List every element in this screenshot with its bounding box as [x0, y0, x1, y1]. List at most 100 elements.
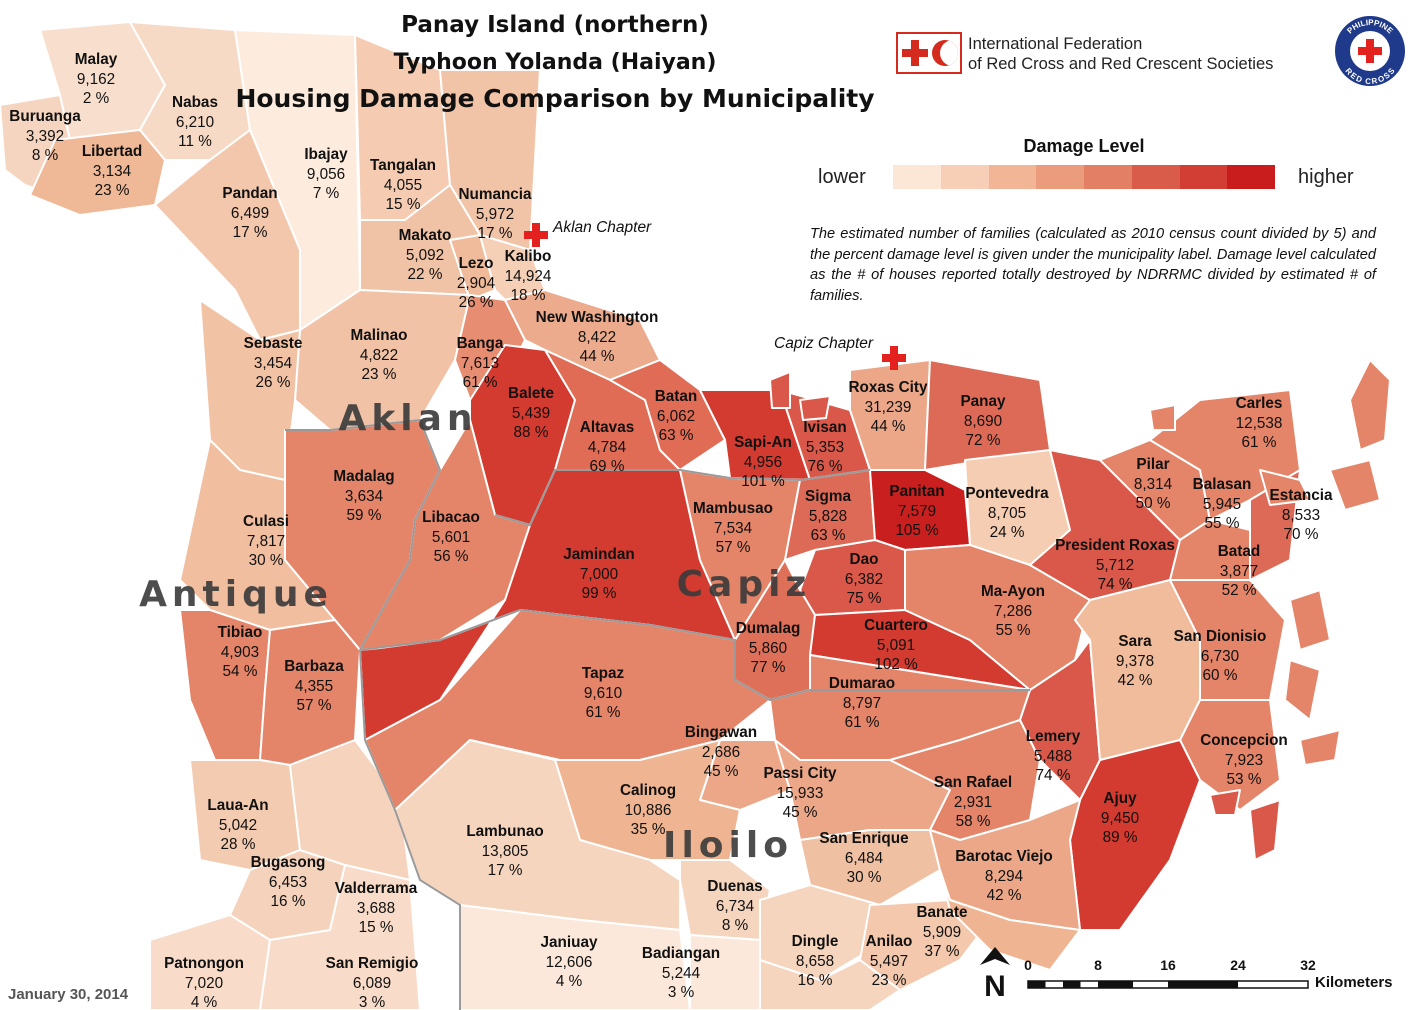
- scale-unit: Kilometers: [1315, 974, 1393, 991]
- municipality-families: 6,089: [352, 974, 392, 992]
- municipality-families: 3,634: [344, 487, 384, 505]
- municipality-damage-pct: 22 %: [407, 266, 443, 283]
- municipality-label-libertad: Libertad 3,134 23 %: [82, 142, 142, 201]
- municipality-families: 5,488: [1033, 747, 1073, 765]
- municipality-damage-pct: 2 %: [82, 90, 110, 107]
- municipality-families: 6,210: [175, 113, 215, 131]
- red-crescent-icon: [932, 40, 958, 66]
- municipality-label-pandan: Pandan 6,499 17 %: [222, 184, 277, 243]
- municipality-label-duenas: Duenas 6,734 8 %: [707, 877, 762, 936]
- municipality-damage-pct: 70 %: [1283, 526, 1319, 543]
- municipality-families: 3,877: [1219, 562, 1259, 580]
- municipality-families: 5,828: [808, 507, 848, 525]
- municipality-damage-pct: 18 %: [510, 287, 546, 304]
- municipality-name: Sapi-An: [734, 434, 792, 451]
- municipality-label-culasi: Culasi 7,817 30 %: [243, 512, 289, 571]
- municipality-name: Madalag: [333, 468, 395, 485]
- municipality-name: Libacao: [422, 509, 480, 526]
- legend-swatch-5: [1084, 165, 1132, 189]
- boundary-aklan-capiz: [494, 469, 871, 527]
- title-line-3: Housing Damage Comparison by Municipalit…: [235, 84, 875, 113]
- island-1: [1349, 359, 1391, 451]
- municipality-damage-pct: 56 %: [433, 548, 469, 565]
- municipality-families: 2,904: [456, 274, 496, 292]
- municipality-families: 10,886: [624, 801, 672, 819]
- legend-color-ramp: [893, 165, 1275, 189]
- municipality-name: Laua-An: [207, 797, 269, 814]
- municipality-name: Banate: [916, 904, 968, 921]
- boundary-aklan-antique: [285, 418, 442, 651]
- municipality-damage-pct: 52 %: [1221, 582, 1257, 599]
- municipality-name: Tangalan: [369, 157, 437, 174]
- municipality-families: 4,055: [383, 176, 423, 194]
- municipality-name: Duenas: [707, 878, 763, 895]
- municipality-families: 4,784: [587, 438, 627, 456]
- municipality-families: 6,499: [230, 204, 270, 222]
- island-7: [1249, 799, 1281, 861]
- municipality-label-malay: Malay 9,162 2 %: [75, 50, 118, 109]
- scale-tick-16: 16: [1160, 957, 1176, 973]
- municipality-label-president-roxas: President Roxas 5,712 74 %: [1055, 536, 1175, 595]
- municipality-damage-pct: 8 %: [31, 147, 59, 164]
- legend-title: Damage Level: [1023, 136, 1145, 156]
- municipality-families: 6,382: [844, 570, 884, 588]
- municipality-label-barotac-viejo: Barotac Viejo 8,294 42 %: [955, 847, 1053, 906]
- municipality-name: San Rafael: [933, 774, 1013, 791]
- municipality-name: Malay: [74, 51, 118, 68]
- municipality-damage-pct: 57 %: [296, 697, 332, 714]
- municipality-damage-pct: 105 %: [895, 522, 939, 539]
- municipality-damage-pct: 4 %: [190, 994, 218, 1010]
- municipality-name: Balasan: [1192, 476, 1252, 493]
- municipality-name: San Dionisio: [1173, 628, 1267, 645]
- methodology-note: The estimated number of families (calcul…: [810, 226, 1376, 304]
- municipality-label-dumarao: Dumarao 8,797 61 %: [829, 674, 895, 733]
- municipality-damage-pct: 77 %: [750, 659, 786, 676]
- municipality-label-concepcion: Concepcion 7,923 53 %: [1200, 731, 1288, 790]
- municipality-damage-pct: 3 %: [667, 984, 695, 1001]
- municipality-name: Buruanga: [9, 108, 81, 125]
- municipality-label-malinao: Malinao 4,822 23 %: [351, 326, 408, 385]
- municipality-label-laua-an: Laua-An 5,042 28 %: [207, 796, 268, 855]
- municipality-label-anilao: Anilao 5,497 23 %: [866, 932, 913, 991]
- municipality-families: 6,734: [715, 897, 755, 915]
- municipality-damage-pct: 75 %: [846, 590, 882, 607]
- municipality-label-dingle: Dingle 8,658 16 %: [792, 932, 839, 991]
- municipality-label-altavas: Altavas 4,784 69 %: [580, 418, 634, 477]
- north-label: N: [984, 970, 1006, 999]
- municipality-damage-pct: 26 %: [255, 374, 291, 391]
- municipality-label-ajuy: Ajuy 9,450 89 %: [1101, 789, 1139, 848]
- municipality-families: 8,533: [1281, 506, 1321, 524]
- municipality-name: Pandan: [222, 185, 278, 202]
- municipality-name: San Remigio: [325, 955, 419, 972]
- legend-swatch-8: [1227, 165, 1275, 189]
- municipality-damage-pct: 45 %: [703, 763, 739, 780]
- municipality-name: Concepcion: [1200, 732, 1288, 749]
- municipality-name: Ivisan: [803, 419, 847, 436]
- municipality-name: Carles: [1235, 395, 1283, 412]
- region-malinao: [294, 289, 471, 431]
- municipality-label-pontevedra: Pontevedra 8,705 24 %: [965, 484, 1048, 543]
- municipality-damage-pct: 45 %: [782, 804, 818, 821]
- municipality-name: Passi City: [763, 765, 837, 782]
- municipality-damage-pct: 17 %: [487, 862, 523, 879]
- municipality-label-estancia: Estancia 8,533 70 %: [1270, 486, 1333, 545]
- municipality-families: 7,579: [897, 502, 937, 520]
- legend-lower-label: lower: [818, 166, 866, 188]
- municipality-families: 5,945: [1202, 495, 1242, 513]
- municipality-label-mambusao: Mambusao 7,534 57 %: [693, 499, 773, 558]
- municipality-damage-pct: 42 %: [1117, 672, 1153, 689]
- region-badiangan: [689, 934, 761, 1010]
- municipality-name: Estancia: [1269, 487, 1333, 504]
- municipality-families: 5,909: [922, 923, 962, 941]
- municipality-families: 4,822: [359, 346, 399, 364]
- ifrc-line-1: International Federation: [968, 35, 1143, 53]
- municipality-damage-pct: 26 %: [458, 294, 494, 311]
- municipality-name: Lambunao: [466, 823, 544, 840]
- municipality-families: 5,091: [876, 636, 916, 654]
- municipality-families: 7,817: [246, 532, 286, 550]
- municipality-families: 8,690: [963, 412, 1003, 430]
- region-pandan: [154, 129, 301, 341]
- municipality-name: Lezo: [458, 255, 494, 272]
- municipality-families: 12,538: [1235, 414, 1283, 432]
- philippine-red-cross-logo: PHILIPPINE RED CROSS: [1335, 16, 1405, 86]
